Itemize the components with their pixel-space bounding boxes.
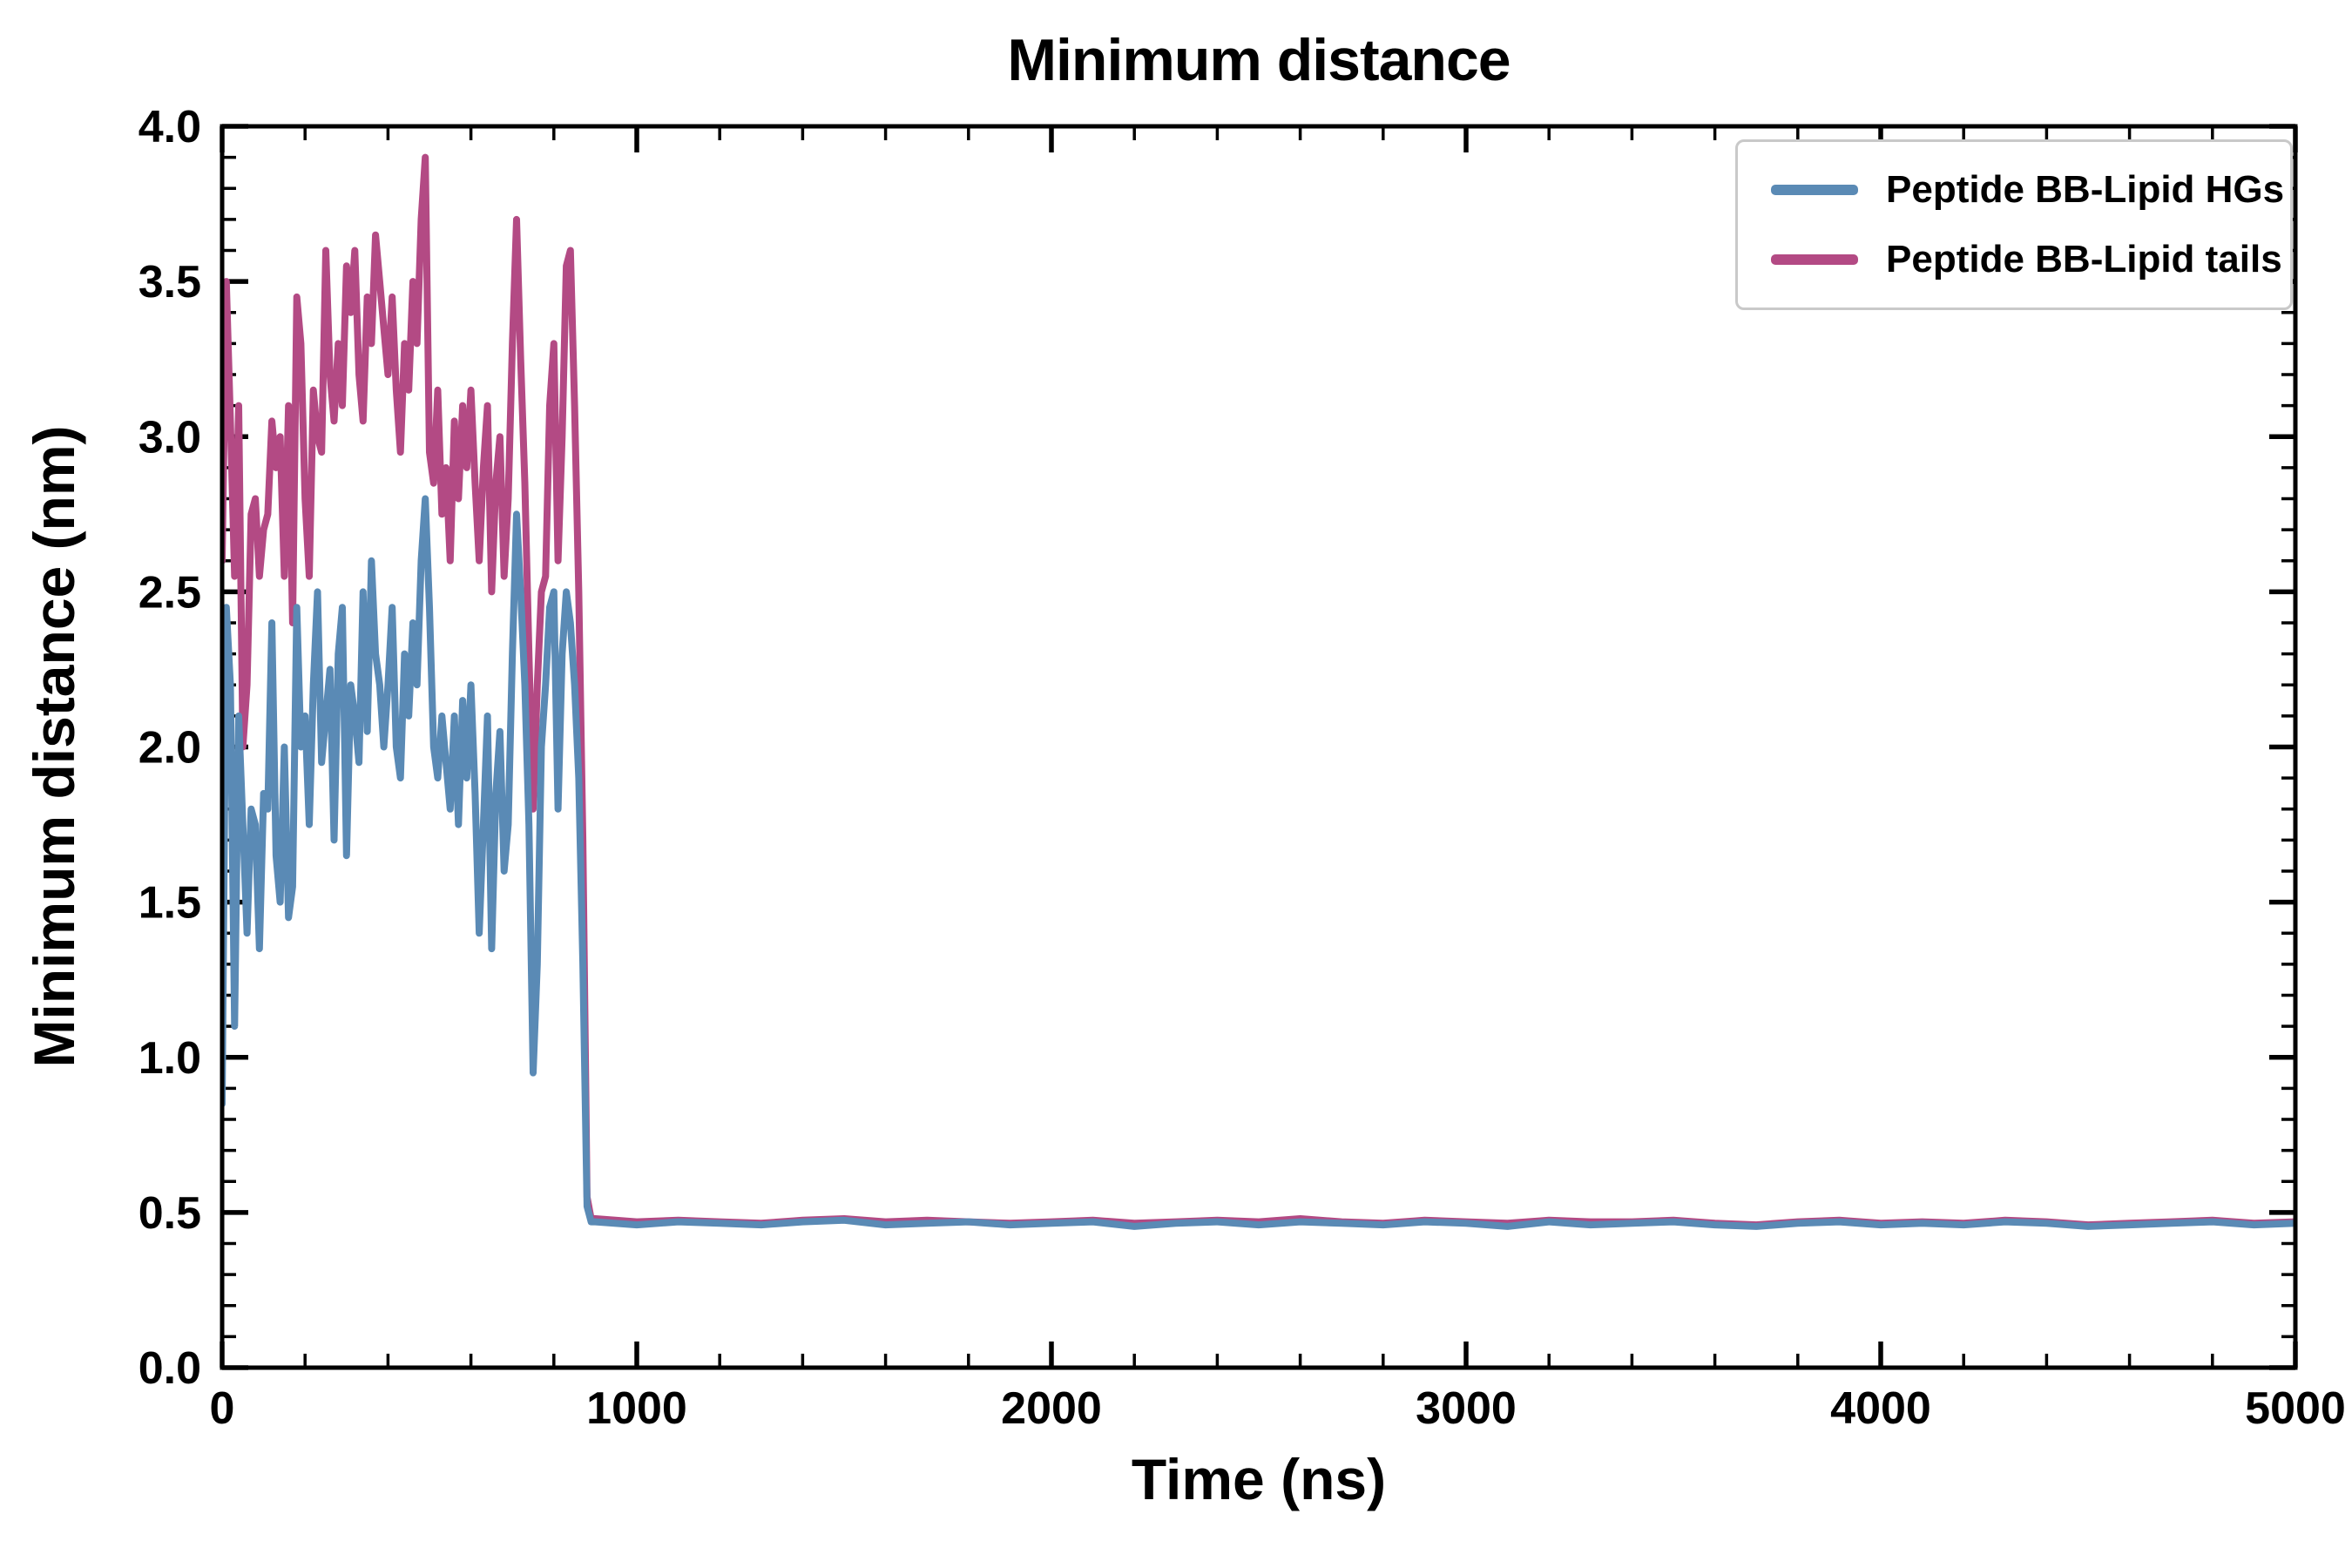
x-tick-label: 0 (210, 1383, 235, 1434)
y-axis-label: Minimum distance (nm) (22, 425, 86, 1068)
x-axis-label: Time (ns) (1131, 1447, 1387, 1511)
y-tick-label: 0.0 (139, 1343, 201, 1394)
y-tick-label: 2.0 (139, 723, 201, 774)
x-tick-label: 4000 (1830, 1383, 1931, 1434)
legend-item: Peptide BB-Lipid HGs (1771, 168, 2284, 212)
x-tick-label: 2000 (1001, 1383, 1102, 1434)
y-tick-label: 4.0 (139, 102, 201, 152)
y-tick-label: 1.0 (139, 1033, 201, 1084)
x-tick-label: 1000 (586, 1383, 687, 1434)
legend: Peptide BB-Lipid HGs Peptide BB-Lipid tai… (1735, 139, 2293, 310)
y-tick-label: 3.0 (139, 412, 201, 463)
chart-title: Minimum distance (1007, 27, 1511, 93)
legend-line-swatch (1771, 185, 1858, 195)
x-tick-label: 5000 (2245, 1383, 2346, 1434)
y-tick-label: 2.5 (139, 567, 201, 618)
legend-line-swatch (1771, 254, 1858, 265)
y-tick-label: 1.5 (139, 878, 201, 929)
series-line-peptide-bb-lipid-hgs (222, 495, 2295, 1230)
plot-frame (220, 124, 2298, 1370)
y-tick-label: 3.5 (139, 257, 201, 308)
legend-label: Peptide BB-Lipid tails (1886, 238, 2282, 280)
legend-item: Peptide BB-Lipid tails (1771, 238, 2282, 281)
x-tick-label: 3000 (1416, 1383, 1517, 1434)
legend-label: Peptide BB-Lipid HGs (1886, 168, 2285, 211)
y-tick-label: 0.5 (139, 1188, 201, 1239)
